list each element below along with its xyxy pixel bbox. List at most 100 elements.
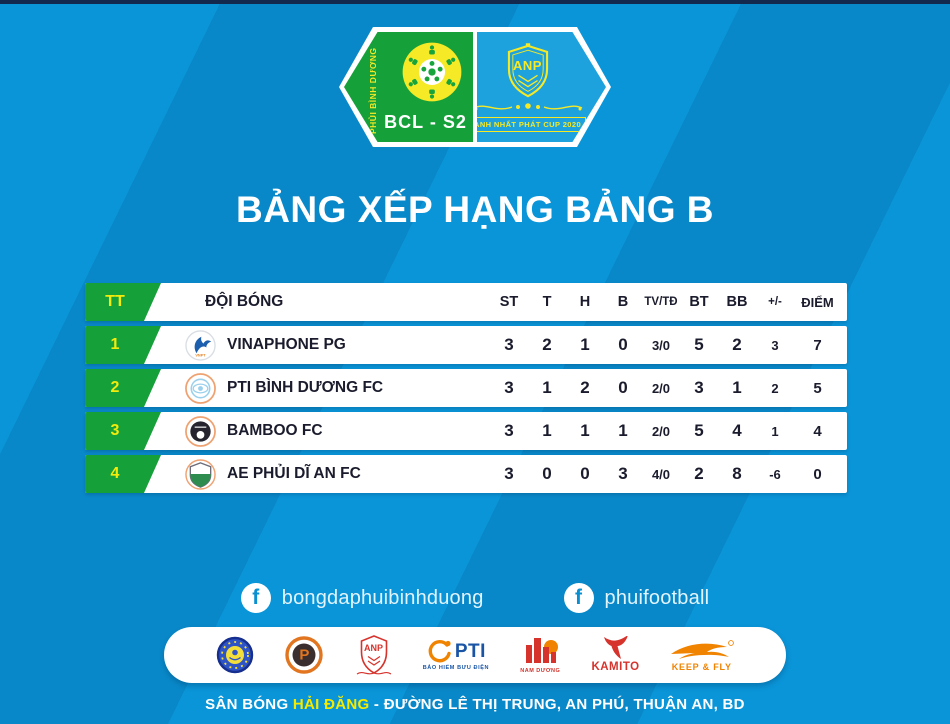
sponsor-bar: P ANP PTI BẢO HIỂM BƯU ĐIỆN: [164, 627, 786, 683]
pti-label: PTI: [454, 640, 486, 662]
stat-cell: 1: [618, 421, 628, 440]
svg-text:VNPT: VNPT: [195, 352, 206, 357]
pti-swirl-icon: [428, 640, 451, 663]
col-header-b: B: [617, 294, 629, 310]
stat-cell: 3: [504, 335, 514, 354]
stat-cell: 3: [504, 464, 514, 483]
phui-football-logo-icon: P: [284, 635, 324, 675]
stat-cell: 1: [771, 423, 779, 439]
stat-cell: 3: [504, 378, 514, 397]
venue-prefix: SÂN BÓNG: [205, 696, 293, 713]
bamboo-fc-logo-icon: [185, 415, 216, 447]
stat-cell: 4: [732, 421, 742, 440]
col-header-h: H: [579, 294, 591, 310]
banner-right-caption: ANH NHẤT PHÁT CUP 2020: [477, 116, 587, 132]
stat-cell: 5: [694, 335, 704, 354]
stat-cell: 1: [542, 421, 552, 440]
stat-cell: 0: [542, 464, 552, 483]
table-row: 1 VNPT VINAPHONE PG 3 2 1 0 3/0 5 2 3 7: [85, 326, 847, 364]
facebook-handle-bongdaphuibinhduong[interactable]: f bongdaphuibinhduong: [240, 583, 484, 613]
facebook-handle-phuifootball[interactable]: f phuifootball: [563, 583, 710, 613]
stat-cell: 2: [694, 464, 704, 483]
standings-table: TT ĐỘI BÓNG ST T H B TV/TĐ BT BB +/- ĐIỂ…: [85, 283, 847, 498]
stat-cell: 0: [618, 335, 628, 354]
stat-cell: 2: [580, 378, 590, 397]
anp-crest-label: ANP: [364, 643, 384, 653]
stat-cell: 1: [580, 335, 590, 354]
anp-shield-label: ANP: [513, 57, 542, 73]
rank-badge: 3: [85, 412, 161, 450]
col-header-tvtd: TV/TĐ: [644, 296, 678, 308]
venue-name-highlight: HẢI ĐĂNG: [292, 696, 370, 713]
facebook-handle-label: bongdaphuibinhduong: [281, 586, 484, 609]
pti-sublabel: BẢO HIỂM BƯU ĐIỆN: [422, 665, 490, 672]
table-row: 4 AE PHỦI DĨ AN FC 3 0 0 3 4/0 2 8 -6 0: [85, 455, 847, 493]
stat-cell: -6: [769, 466, 781, 482]
team-column-header: ĐỘI BÓNG: [205, 293, 284, 310]
stat-cell: 3: [618, 464, 628, 483]
stat-cell: 5: [694, 421, 704, 440]
rank-badge: 4: [85, 455, 161, 493]
anp-shield-icon: [507, 42, 548, 97]
table-row: 2 PTI BÌNH DƯƠNG FC 3 1 2 0 2/0 3 1 2: [85, 369, 847, 407]
stat-cell: 3/0: [651, 337, 671, 353]
nam-duong-buildings-icon: [526, 638, 559, 664]
phui-binh-duong-club-badge-icon: [215, 635, 255, 675]
stat-cell: 4/0: [651, 466, 671, 482]
venue-address: SÂN BÓNG HẢI ĐĂNG - ĐƯỜNG LÊ THỊ TRUNG, …: [0, 696, 950, 713]
col-header-diem: ĐIỂM: [801, 294, 834, 310]
social-handles: f bongdaphuibinhduong f phuifootball: [0, 583, 950, 613]
rank-column-header: TT: [85, 283, 161, 321]
stat-cell: 3: [771, 337, 779, 353]
team-name: VINAPHONE PG: [227, 336, 346, 353]
stat-cell: 0: [618, 378, 628, 397]
col-header-bt: BT: [689, 294, 709, 310]
stat-cell: 3: [504, 421, 514, 440]
stat-cell: 5: [813, 379, 822, 397]
pti-binh-duong-logo-icon: [185, 372, 216, 404]
stat-cell: 2: [732, 335, 742, 354]
stat-cell: 2/0: [651, 423, 671, 439]
team-name: BAMBOO FC: [227, 422, 323, 439]
banner-flourish-icon: [477, 102, 582, 110]
anp-crest-logo-icon: ANP: [354, 633, 394, 677]
team-name: PTI BÌNH DƯƠNG FC: [227, 379, 384, 396]
team-name: AE PHỦI DĨ AN FC: [227, 465, 361, 482]
vinaphone-logo-icon: VNPT: [185, 329, 216, 361]
phui-binh-duong-ball-icon: [402, 42, 462, 102]
top-border-strip: [0, 0, 950, 4]
stat-cell: 1: [732, 378, 742, 397]
table-header-row: TT ĐỘI BÓNG ST T H B TV/TĐ BT BB +/- ĐIỂ…: [85, 283, 847, 321]
stat-cell: 2: [771, 380, 779, 396]
stat-headers: ST T H B TV/TĐ BT BB +/- ĐIỂM: [490, 283, 847, 321]
rank-badge: 2: [85, 369, 161, 407]
kamito-bird-icon: [603, 636, 628, 660]
kamito-label: KAMITO: [591, 661, 640, 674]
col-header-bb: BB: [726, 294, 748, 310]
keep-fly-label: KEEP & FLY: [671, 661, 732, 672]
pti-logo: PTI BẢO HIỂM BƯU ĐIỆN: [423, 638, 489, 672]
banner-left-caption: BCL - S2: [384, 112, 467, 132]
tournament-banner: PHỦI BÌNH DƯƠNG BCL - S2: [339, 27, 611, 147]
banner-left-vertical-label: PHỦI BÌNH DƯƠNG: [368, 47, 378, 135]
facebook-icon: f: [563, 583, 594, 613]
keep-fly-swoosh-icon: [670, 639, 734, 659]
stat-cell: 8: [732, 464, 742, 483]
phui-football-label: P: [299, 646, 310, 664]
facebook-icon: f: [240, 583, 271, 613]
col-header-plusminus: +/-: [768, 296, 782, 308]
stat-cell: 1: [542, 378, 552, 397]
stat-cell: 3: [694, 378, 704, 397]
col-header-st: ST: [499, 294, 519, 310]
stat-cell: 0: [813, 465, 822, 483]
nam-duong-label: NAM DƯƠNG: [520, 668, 561, 675]
stat-cell: 2/0: [651, 380, 671, 396]
table-row: 3 BAMBOO FC 3 1 1 1 2/0 5 4 1 4: [85, 412, 847, 450]
stat-cell: 7: [813, 336, 822, 354]
ae-phui-di-an-logo-icon: [185, 458, 216, 490]
venue-rest: - ĐƯỜNG LÊ THỊ TRUNG, AN PHÚ, THUẬN AN, …: [369, 696, 745, 713]
facebook-handle-label: phuifootball: [604, 586, 710, 609]
rank-badge: 1: [85, 326, 161, 364]
stat-cell: 2: [542, 335, 552, 354]
